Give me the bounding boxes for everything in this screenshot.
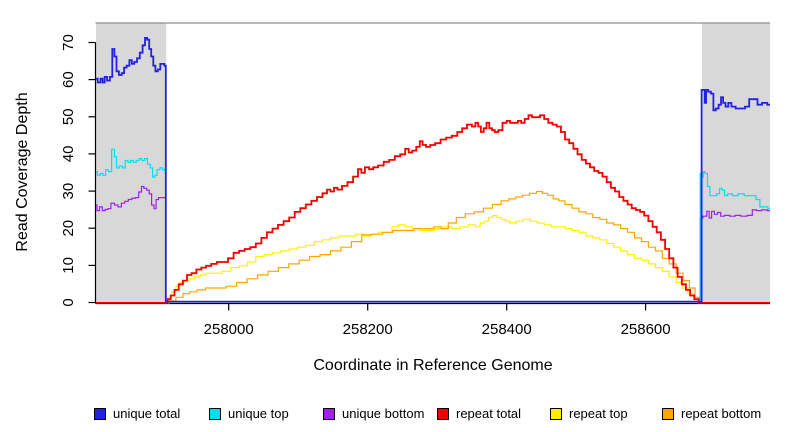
legend-label: repeat bottom xyxy=(681,406,762,421)
legend-label: unique bottom xyxy=(342,406,425,421)
legend-swatch-icon xyxy=(437,408,449,420)
y-tick-label: 40 xyxy=(60,146,77,163)
series-line-repeat-bottom xyxy=(96,190,770,304)
legend-label: unique top xyxy=(228,406,289,421)
legend-swatch-icon xyxy=(550,408,562,420)
legend: unique total unique top unique bottom repea… xyxy=(0,406,792,426)
y-tick-label: 30 xyxy=(60,183,77,200)
legend-label: unique total xyxy=(113,406,181,421)
y-tick-label: 0 xyxy=(60,298,77,306)
shaded-region-right-flank xyxy=(701,23,770,304)
y-tick-label: 50 xyxy=(60,108,77,125)
x-tick-label: 258600 xyxy=(621,321,671,338)
series-line-repeat-total xyxy=(96,114,770,304)
series-line-unique-bottom xyxy=(96,185,770,303)
legend-label: repeat total xyxy=(456,406,522,421)
coverage-plot-canvas: 0 10 20 30 40 50 60 70 258000 258200 258400 258600 xyxy=(60,22,770,338)
y-tick-label: 20 xyxy=(60,220,77,237)
x-tick-label: 258000 xyxy=(204,321,254,338)
x-tick-label: 258200 xyxy=(343,321,393,338)
series-line-unique-total xyxy=(96,36,770,303)
y-tick-label: 60 xyxy=(60,71,77,88)
x-tick-label: 258400 xyxy=(482,321,532,338)
y-axis-title: Read Coverage Depth xyxy=(14,92,31,252)
series-line-repeat-top xyxy=(96,215,770,304)
series-line-unique-top xyxy=(96,148,770,303)
legend-swatch-icon xyxy=(323,408,335,420)
legend-swatch-icon xyxy=(662,408,674,420)
legend-swatch-icon xyxy=(209,408,221,420)
x-axis-title: Coordinate in Reference Genome xyxy=(313,357,553,374)
y-tick-label: 10 xyxy=(60,257,77,274)
legend-label: repeat top xyxy=(569,406,628,421)
legend-swatch-icon xyxy=(94,408,106,420)
y-tick-label: 70 xyxy=(60,34,77,51)
